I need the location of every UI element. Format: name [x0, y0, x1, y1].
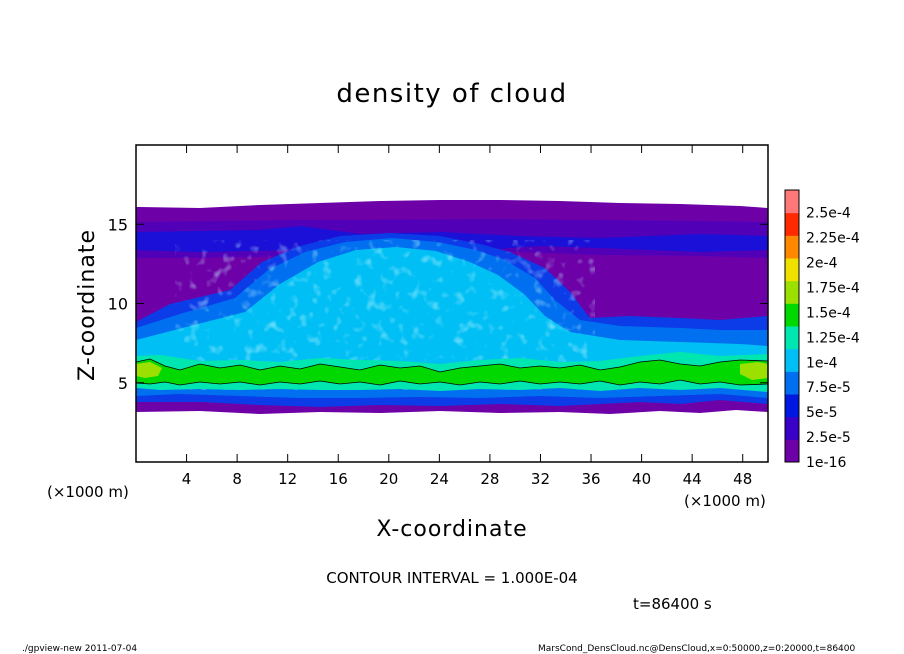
- footer-right: MarsCond_DensCloud.nc@DensCloud,x=0:5000…: [538, 644, 855, 654]
- y-tick-label: 5: [118, 374, 128, 393]
- colorbar-label: 1e-4: [806, 355, 838, 371]
- colorbar-label: 2.25e-4: [806, 231, 860, 247]
- colorbar-swatch: [785, 258, 799, 282]
- colorbar-swatch: [785, 371, 799, 395]
- density-field: [136, 200, 768, 414]
- colorbar-swatch: [785, 416, 799, 440]
- colorbar-frame: [784, 189, 800, 463]
- colorbar-swatch: [785, 394, 799, 418]
- x-tick-label: 28: [480, 470, 499, 488]
- x-tick-label: 44: [683, 470, 702, 488]
- dense-layer-peak-right: [740, 362, 768, 380]
- colorbar-swatch: [785, 439, 799, 463]
- y-axis-label: Z-coordinate: [75, 229, 100, 381]
- colorbar-label: 7.5e-5: [806, 380, 851, 396]
- x-tick-label: 36: [581, 470, 600, 488]
- x-unit-left: (×1000 m): [47, 483, 129, 501]
- x-tick-label: 32: [531, 470, 550, 488]
- colorbar-swatch: [785, 326, 799, 350]
- colorbar-label: 1e-16: [806, 455, 846, 471]
- colorbar: [785, 190, 799, 463]
- x-tick-label: 8: [232, 470, 242, 488]
- colorbar-label: 2e-4: [806, 256, 838, 272]
- x-tick-label: 24: [430, 470, 449, 488]
- y-tick-label: 15: [108, 215, 128, 234]
- colorbar-label: 1.75e-4: [806, 280, 860, 296]
- time-stamp-text: t=86400 s: [633, 595, 712, 613]
- x-axis-ticks: 4 8 12 16 20 24 28 32 36 40 44 48: [182, 145, 752, 488]
- x-tick-label: 4: [182, 470, 192, 488]
- colorbar-swatch: [785, 280, 799, 304]
- chart-title: density of cloud: [336, 79, 567, 109]
- dense-layer-peak-left: [136, 362, 162, 378]
- y-tick-label: 10: [108, 295, 128, 314]
- contour-interval-text: CONTOUR INTERVAL = 1.000E-04: [326, 569, 577, 587]
- x-tick-label: 12: [278, 470, 297, 488]
- colorbar-label: 1.5e-4: [806, 305, 851, 321]
- x-tick-label: 16: [329, 470, 348, 488]
- y-axis-ticks: 5 10 15: [108, 215, 768, 393]
- colorbar-swatch: [785, 212, 799, 236]
- x-tick-label: 20: [379, 470, 398, 488]
- colorbar-label: 2.5e-5: [806, 430, 851, 446]
- colorbar-swatch: [785, 190, 799, 214]
- colorbar-label: 5e-5: [806, 405, 837, 421]
- colorbar-label: 2.5e-4: [806, 206, 851, 222]
- colorbar-swatch: [785, 348, 799, 372]
- x-axis-label: X-coordinate: [376, 517, 527, 542]
- footer-left: ./gpview-new 2011-07-04: [22, 644, 137, 654]
- x-tick-label: 40: [632, 470, 651, 488]
- colorbar-labels: 1e-16 2.5e-5 5e-5 7.5e-5 1e-4 1.25e-4 1.5e-4 1.…: [806, 206, 860, 471]
- colorbar-label: 1.25e-4: [806, 330, 860, 346]
- colorbar-swatch: [785, 303, 799, 327]
- dense-layer-inner: [136, 358, 768, 386]
- x-tick-label: 48: [733, 470, 752, 488]
- x-unit-right: (×1000 m): [684, 492, 766, 510]
- colorbar-swatch: [785, 235, 799, 259]
